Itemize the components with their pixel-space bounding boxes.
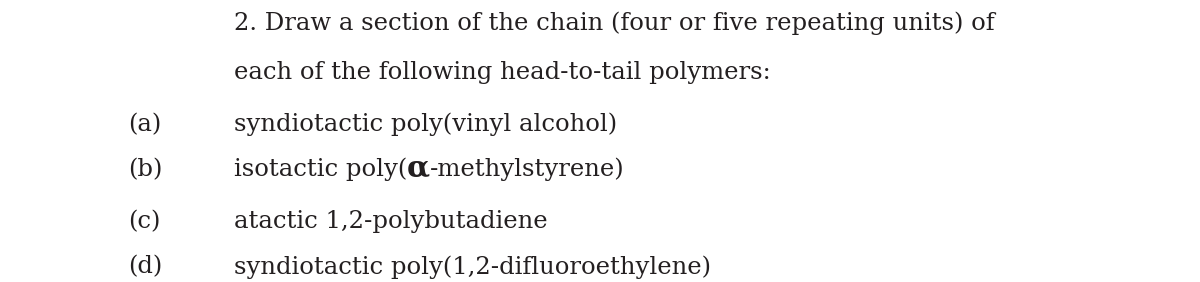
Text: (c): (c): [128, 210, 161, 233]
Text: syndiotactic poly(1,2-difluoroethylene): syndiotactic poly(1,2-difluoroethylene): [234, 255, 710, 279]
Text: (d): (d): [128, 255, 163, 279]
Text: isotactic poly(: isotactic poly(: [234, 158, 407, 181]
Text: (b): (b): [128, 158, 163, 181]
Text: (a): (a): [128, 113, 162, 136]
Text: -methylstyrene): -methylstyrene): [431, 158, 625, 181]
Text: syndiotactic poly(vinyl alcohol): syndiotactic poly(vinyl alcohol): [234, 113, 617, 136]
Text: atactic 1,2-polybutadiene: atactic 1,2-polybutadiene: [234, 210, 547, 233]
Text: α: α: [407, 153, 431, 182]
Text: each of the following head-to-tail polymers:: each of the following head-to-tail polym…: [234, 61, 770, 84]
Text: 2. Draw a section of the chain (four or five repeating units) of: 2. Draw a section of the chain (four or …: [234, 11, 995, 35]
